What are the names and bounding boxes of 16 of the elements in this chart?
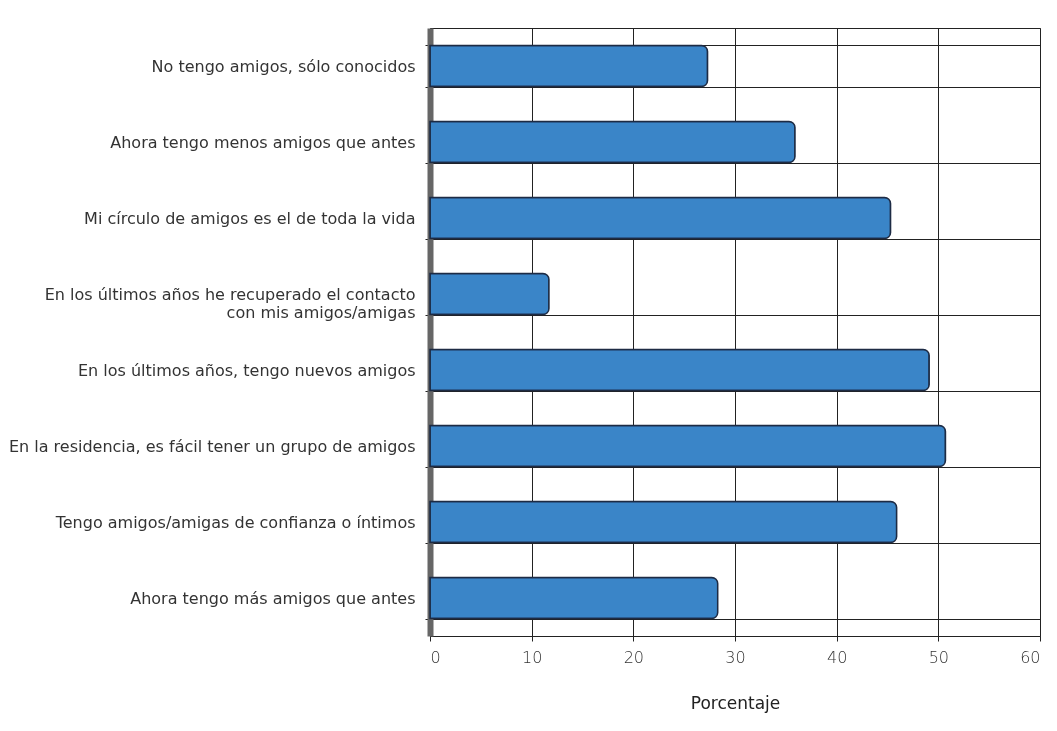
x-tick-label: 40: [826, 647, 848, 667]
x-tick-label: 20: [623, 647, 645, 667]
x-tick-label: 10: [521, 647, 543, 667]
y-tick-label: Ahora tengo menos amigos que antes: [110, 132, 416, 152]
y-tick-label: Ahora tengo más amigos que antes: [130, 588, 416, 608]
y-tick-label: En los últimos años he recuperado el contacto con mis amigos/amigas: [44, 284, 416, 322]
x-tick-label: 30: [725, 647, 746, 667]
x-tick-label: 0: [430, 647, 441, 667]
x-tick-label: 50: [928, 647, 950, 667]
x-tick-label: 60: [1020, 647, 1041, 667]
y-tick-label: No tengo amigos, sólo conocidos: [151, 56, 416, 76]
y-tick-label: En la residencia, es fácil tener un grupo de amigos: [8, 436, 416, 456]
y-tick-label: Mi círculo de amigos es el de toda la vida: [84, 208, 416, 228]
y-tick-label: En los últimos años, tengo nuevos amigos: [77, 360, 416, 380]
x-axis-title: Porcentaje: [690, 692, 781, 713]
y-tick-label: Tengo amigos/amigas de confianza o íntimos: [54, 512, 416, 532]
